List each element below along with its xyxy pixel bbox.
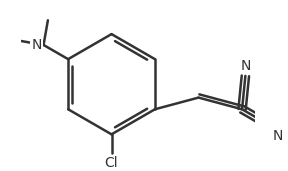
Text: N: N bbox=[31, 38, 42, 52]
Text: N: N bbox=[273, 129, 283, 143]
Text: N: N bbox=[240, 58, 251, 73]
Text: Cl: Cl bbox=[105, 156, 118, 170]
